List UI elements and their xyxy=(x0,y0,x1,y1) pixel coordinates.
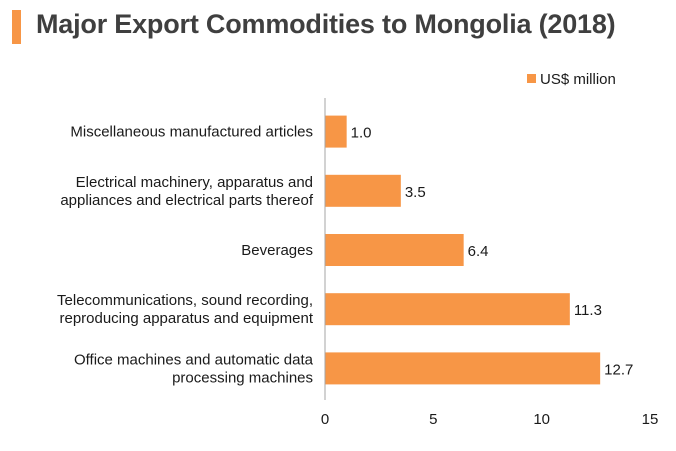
legend-swatch xyxy=(527,74,536,83)
bars xyxy=(325,115,601,385)
category-label-3: Telecommunications, sound recording, repr… xyxy=(57,292,314,327)
title-accent-bar xyxy=(12,10,21,44)
data-label-4: 12.7 xyxy=(604,361,633,378)
category-label-4: Office machines and automatic data proces… xyxy=(74,351,314,386)
legend-label: US$ million xyxy=(540,71,616,88)
bar-4 xyxy=(325,352,601,385)
x-tick-15: 15 xyxy=(642,411,659,428)
bar-2 xyxy=(325,234,464,266)
bar-0 xyxy=(325,115,347,148)
data-label-3: 11.3 xyxy=(574,302,602,319)
bar-3 xyxy=(325,293,570,326)
data-labels: 1.0 3.5 6.4 11.3 12.7 xyxy=(351,125,634,379)
category-label-2: Beverages xyxy=(241,242,313,259)
chart-title: Major Export Commodities to Mongolia (20… xyxy=(36,9,616,39)
data-label-0: 1.0 xyxy=(351,125,372,142)
x-tick-0: 0 xyxy=(321,411,329,428)
x-axis-ticks: 0 5 10 15 xyxy=(321,411,659,428)
category-label-1: Electrical machinery, apparatus and appli… xyxy=(60,174,313,209)
data-label-2: 6.4 xyxy=(468,243,489,260)
bar-1 xyxy=(325,174,401,207)
data-label-1: 3.5 xyxy=(405,184,426,201)
x-tick-10: 10 xyxy=(533,411,550,428)
legend: US$ million xyxy=(527,71,616,88)
category-labels: Miscellaneous manufactured articles Elect… xyxy=(57,124,314,387)
x-tick-5: 5 xyxy=(429,411,437,428)
category-label-0: Miscellaneous manufactured articles xyxy=(70,124,313,141)
